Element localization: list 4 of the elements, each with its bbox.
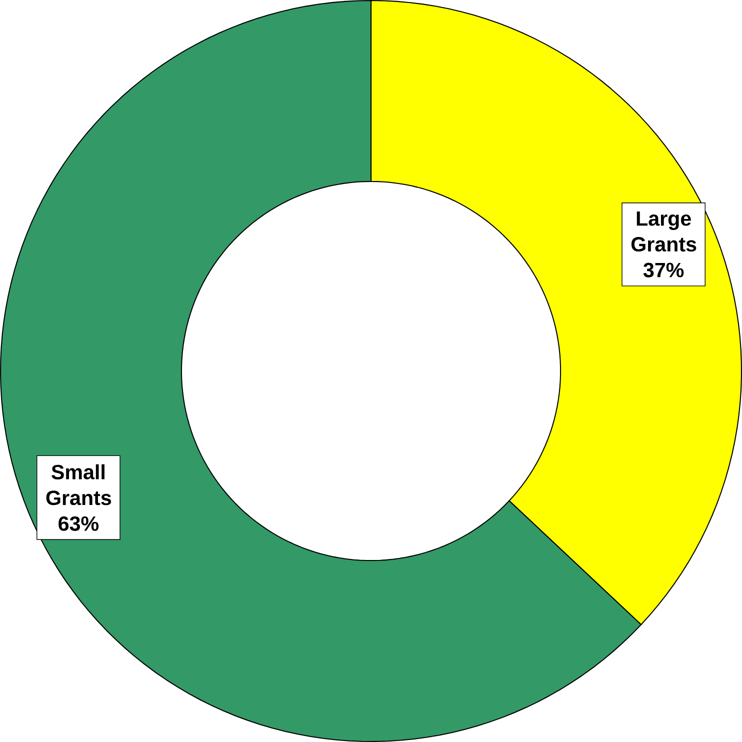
data-label: 37% xyxy=(643,262,684,278)
data-label: 63% xyxy=(58,516,99,531)
slice-label: Small Grants xyxy=(46,464,112,506)
slice-label: Large Grants xyxy=(631,211,696,252)
